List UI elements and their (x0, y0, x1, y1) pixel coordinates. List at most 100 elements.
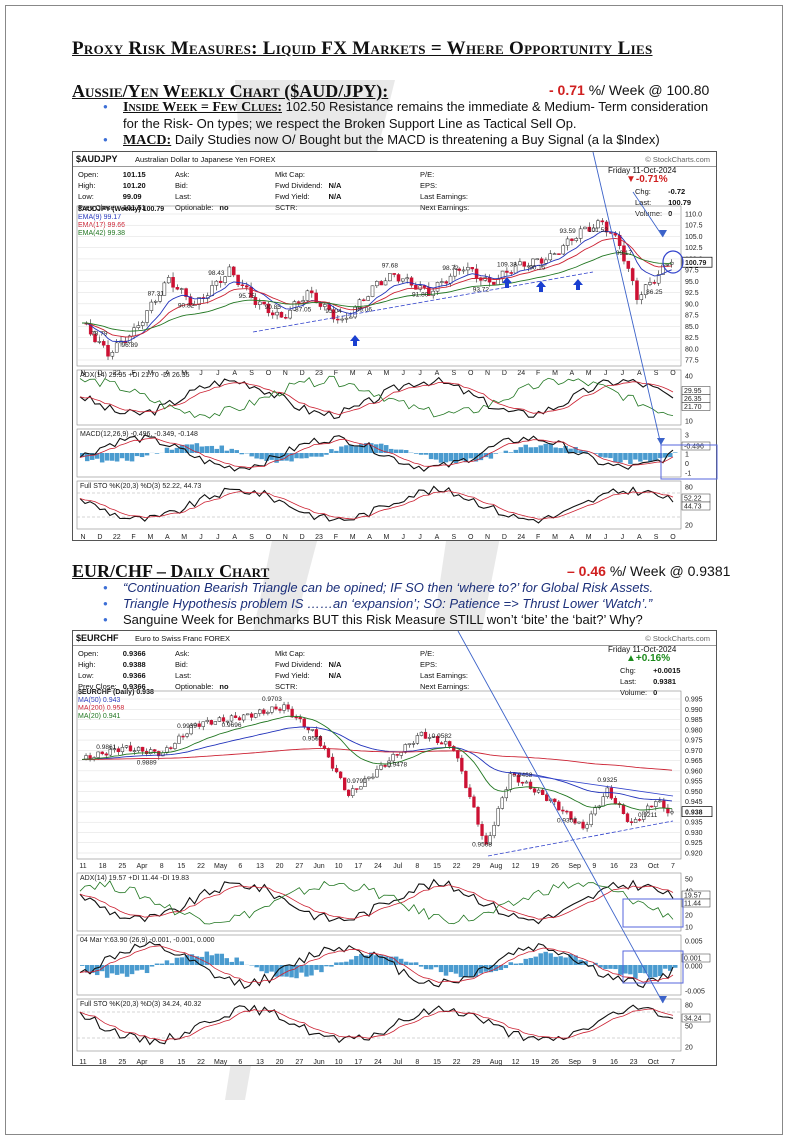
macd-histogram-bar (528, 957, 533, 965)
candle-body (583, 226, 587, 230)
macd-histogram-bar (114, 453, 120, 462)
annotation-arrowhead-icon (659, 996, 667, 1003)
indicator-value: 19.57 (684, 893, 702, 900)
x-tick-label: 24 (374, 863, 382, 870)
adx-line-main (79, 376, 674, 420)
x-tick-label: S (654, 370, 659, 377)
macd-panel-frame (76, 428, 682, 478)
x-tick-label: 23 (315, 370, 323, 377)
y-tick-label: 0.935 (685, 820, 703, 827)
y-tick-label: 90.0 (685, 301, 699, 308)
x-tick-label: S (654, 534, 659, 541)
macd-histogram-bar (538, 445, 543, 453)
x-tick-label: Jul (393, 863, 402, 870)
quote-label: Low: (78, 192, 94, 201)
macd-histogram-bar (628, 965, 633, 975)
price-label: 93.72 (473, 286, 490, 293)
quote-label: P/E: (420, 649, 435, 658)
macd-histogram-bar (568, 954, 573, 965)
page-title: Proxy Risk Measures: Liquid FX Markets =… (72, 38, 653, 59)
candle-body (629, 821, 634, 823)
quote-value: 0.9388 (122, 660, 146, 669)
macd-histogram-bar (403, 450, 409, 453)
candle-body (323, 304, 327, 307)
quote-row: Low: 99.09 (78, 192, 150, 201)
y-tick-label: 0.970 (685, 748, 703, 755)
candle-body (288, 309, 292, 319)
quote-label: Volume: (620, 688, 648, 697)
y-tick-label: 10 (685, 419, 693, 426)
y-tick-label: 0.985 (685, 717, 703, 724)
macd-histogram-bar (463, 965, 469, 978)
x-tick-label: N (485, 534, 490, 541)
quote-label: Fwd Dividend: (275, 181, 323, 190)
price-label: 86.25 (646, 289, 663, 296)
macd-histogram-bar (344, 445, 349, 453)
quote-row: Fwd Yield: N/A (275, 671, 345, 680)
quote-col3: Mkt Cap: Fwd Dividend: N/A Fwd Yield: N/A SCT… (273, 168, 347, 214)
macd-histogram-bar (234, 957, 239, 965)
quote-row: Chg: -0.72 (635, 187, 695, 196)
candle-body (625, 813, 630, 822)
candle-body (565, 810, 569, 813)
moving-average-line (82, 748, 673, 771)
candle-body (392, 273, 396, 275)
candle-body (577, 821, 581, 824)
candle-body (197, 297, 201, 305)
macd-histogram-bar (393, 449, 399, 453)
macd-label: MACD(12,26,9) -0.496, -0.349, -0.148 (80, 431, 198, 438)
macd-histogram-bar (349, 959, 354, 965)
candle-body (639, 294, 644, 300)
macd-histogram-bar (413, 453, 419, 454)
macd-histogram-bar (488, 965, 494, 973)
quote-label: Prev Close: (78, 203, 117, 212)
candle-body (149, 749, 153, 754)
y-tick-label: 97.5 (685, 268, 699, 275)
candle-body (399, 752, 403, 756)
sto-panel-frame (76, 480, 682, 530)
x-tick-label: M (148, 370, 154, 377)
macd-histogram-bar (573, 446, 578, 453)
indicator-value: 34.24 (684, 1016, 702, 1023)
macd-histogram-bar (259, 453, 264, 460)
candle-body (292, 301, 297, 311)
x-tick-label: F (536, 534, 540, 541)
x-tick-label: S (249, 534, 254, 541)
macd-histogram-bar (129, 453, 135, 462)
price-label: 91.80 (412, 292, 429, 299)
candle-body (415, 735, 420, 744)
x-tick-label: A (367, 370, 372, 377)
candle-body (637, 819, 642, 821)
legend-ema9: EMA(9) 99.17 (78, 214, 122, 221)
candle-body (626, 260, 631, 269)
candle-body (225, 720, 230, 723)
candle-body (409, 277, 414, 286)
price-label: 0.9508 (472, 842, 492, 849)
price-label: 93.59 (559, 228, 576, 235)
quote-row: Optionable: no (175, 682, 233, 691)
macd-histogram-bar (473, 965, 479, 977)
macd-histogram-bar (628, 453, 633, 465)
macd-histogram-bar (433, 453, 439, 460)
y-tick-label: 85.0 (685, 324, 699, 331)
x-tick-label: 9 (592, 863, 596, 870)
candle-body (106, 344, 110, 357)
x-tick-label: M (384, 534, 390, 541)
x-tick-label: 13 (256, 1059, 264, 1066)
quote-value: N/A (328, 671, 342, 680)
quote-row: Bid: (175, 181, 233, 190)
candle-body (375, 769, 379, 778)
candle-body (362, 299, 366, 302)
macd-histogram-bar (80, 965, 85, 966)
macd-histogram-bar (219, 953, 225, 965)
candle-body (613, 797, 618, 804)
candle-body (258, 709, 262, 714)
x-tick-label: 8 (160, 1059, 164, 1066)
price-label: 0.9703 (262, 696, 282, 703)
candle-body (552, 253, 557, 255)
candle-body (177, 735, 181, 744)
candle-body (587, 226, 592, 232)
x-tick-label: 10 (335, 1059, 343, 1066)
x-tick-label: 27 (295, 1059, 303, 1066)
macd-histogram-bar (498, 965, 504, 971)
